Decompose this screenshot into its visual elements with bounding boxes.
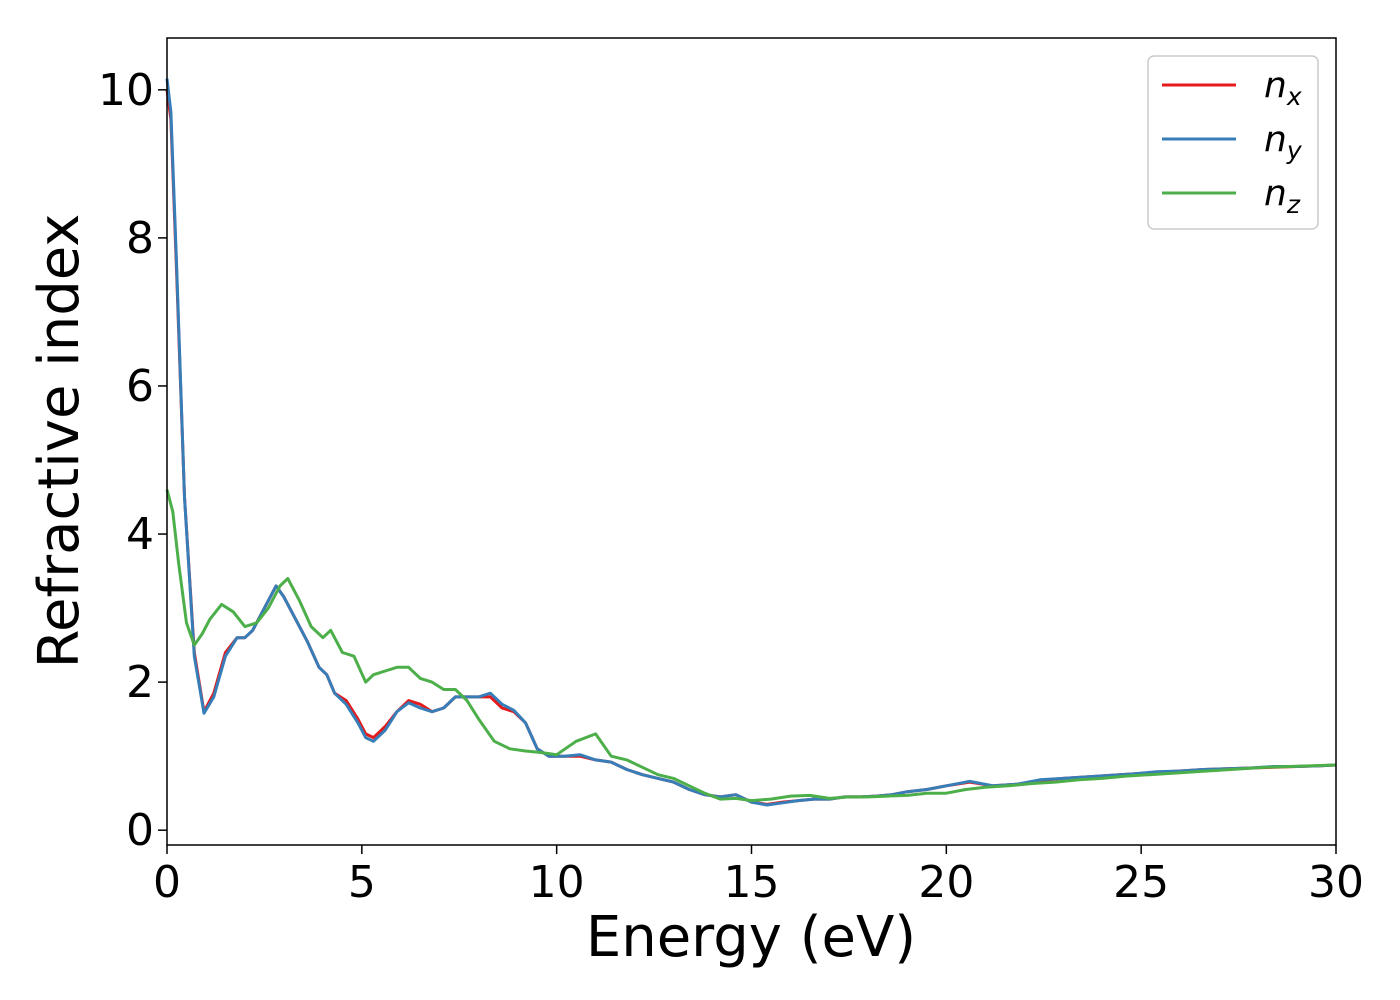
y-tick-label: 8 bbox=[126, 213, 154, 264]
legend-label-y: ny bbox=[1264, 119, 1303, 165]
series-layer bbox=[165, 78, 1337, 807]
y-axis-label: Refractive index bbox=[27, 214, 92, 669]
x-axis-label: Energy (eV) bbox=[586, 905, 916, 970]
legend-label-x: nx bbox=[1264, 65, 1302, 111]
x-tick-label: 20 bbox=[918, 857, 974, 908]
y-tick-label: 4 bbox=[126, 509, 154, 560]
legend: nx ny nz bbox=[1147, 55, 1319, 230]
x-tick-label: 30 bbox=[1308, 857, 1364, 908]
x-tick-label: 10 bbox=[529, 857, 585, 908]
y-tick-label: 6 bbox=[126, 361, 154, 412]
series-line-y bbox=[165, 78, 1337, 807]
y-tick-label: 2 bbox=[126, 657, 154, 708]
series-line-z bbox=[165, 489, 1337, 803]
x-tick-label: 25 bbox=[1113, 857, 1169, 908]
legend-box bbox=[1147, 55, 1319, 230]
y-tick-label: 10 bbox=[98, 65, 154, 116]
x-tick-label: 0 bbox=[153, 857, 181, 908]
x-tick-label: 5 bbox=[348, 857, 376, 908]
x-axis-ticks: 0 5 10 15 20 25 30 bbox=[153, 845, 1364, 908]
y-tick-label: 0 bbox=[126, 805, 154, 856]
x-tick-label: 15 bbox=[724, 857, 780, 908]
y-axis-ticks: 0 2 4 6 8 10 bbox=[98, 65, 167, 856]
legend-label-z: nz bbox=[1264, 173, 1301, 219]
